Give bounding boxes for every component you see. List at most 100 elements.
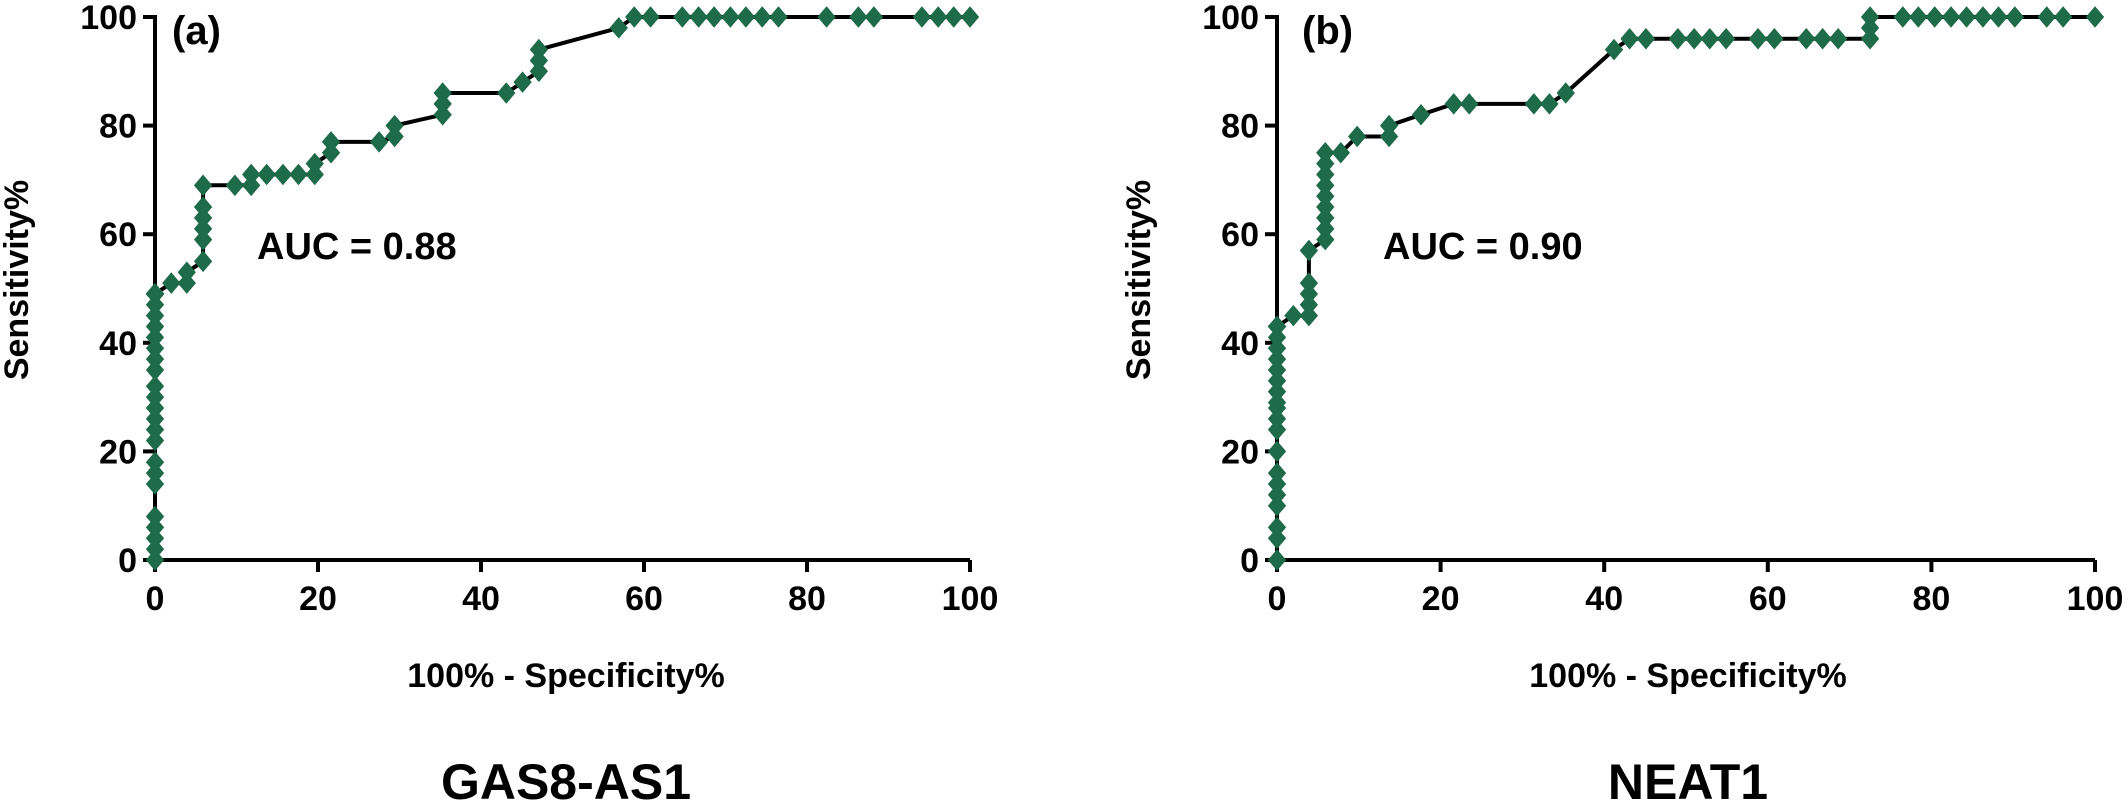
data-point-marker xyxy=(1716,27,1736,50)
data-point-marker xyxy=(1267,380,1287,403)
data-point-marker xyxy=(1668,27,1687,50)
data-point-marker xyxy=(1267,315,1287,338)
data-point-marker xyxy=(1299,239,1319,262)
data-point-marker xyxy=(704,6,724,28)
data-point-marker xyxy=(145,462,165,484)
data-point-marker xyxy=(1299,294,1319,316)
data-point-marker xyxy=(145,294,165,316)
data-point-marker xyxy=(369,131,389,153)
data-point-marker xyxy=(1267,326,1287,349)
data-point-marker xyxy=(1267,484,1287,506)
data-point-marker xyxy=(817,6,836,28)
data-point-marker xyxy=(2005,6,2024,28)
data-point-marker xyxy=(1348,125,1367,148)
data-point-marker xyxy=(1957,6,1976,28)
data-point-marker xyxy=(145,451,165,474)
data-point-marker xyxy=(193,217,213,240)
data-point-marker xyxy=(1604,38,1624,61)
data-point-marker xyxy=(689,6,708,28)
x-tick-label: 40 xyxy=(462,580,500,618)
data-point-marker xyxy=(1925,6,1944,28)
data-point-marker xyxy=(1267,462,1287,484)
y-axis-title: Sensitivity% xyxy=(0,180,36,380)
data-point-marker xyxy=(1316,185,1335,207)
data-point-marker xyxy=(849,6,868,28)
data-point-marker xyxy=(305,163,324,186)
y-tick-label: 0 xyxy=(118,542,137,580)
data-point-marker xyxy=(1316,174,1335,197)
data-point-marker xyxy=(1316,207,1335,229)
data-point-marker xyxy=(1316,196,1335,218)
y-tick-label: 20 xyxy=(1221,433,1259,471)
data-point-marker xyxy=(529,49,549,72)
data-point-marker xyxy=(1524,93,1544,115)
y-axis-title: Sensitivity% xyxy=(1120,180,1158,380)
data-point-marker xyxy=(1316,217,1335,240)
x-tick-label: 20 xyxy=(1422,580,1460,618)
data-point-marker xyxy=(929,6,948,28)
data-point-marker xyxy=(257,163,276,186)
data-point-marker xyxy=(1909,6,1928,28)
data-point-marker xyxy=(1267,408,1287,430)
data-point-marker xyxy=(721,6,740,28)
data-point-marker xyxy=(1620,27,1639,50)
data-point-marker xyxy=(433,103,452,126)
data-point-marker xyxy=(1267,494,1287,517)
data-point-marker xyxy=(497,82,516,104)
x-tick-label: 80 xyxy=(1912,580,1950,618)
data-point-marker xyxy=(2053,6,2073,28)
auc-annotation: AUC = 0.90 xyxy=(1383,226,1583,268)
data-point-marker xyxy=(1267,516,1287,539)
data-point-marker xyxy=(145,304,165,327)
data-point-marker xyxy=(1748,27,1768,50)
x-axis-title: 100% - Specificity% xyxy=(407,657,724,695)
data-point-marker xyxy=(736,6,756,28)
data-point-marker xyxy=(145,375,165,398)
data-point-marker xyxy=(1316,228,1335,251)
y-tick-label: 20 xyxy=(99,433,137,471)
data-point-marker xyxy=(385,125,404,148)
data-point-marker xyxy=(753,6,772,28)
y-tick-label: 60 xyxy=(1221,216,1259,254)
data-point-marker xyxy=(1797,27,1816,50)
data-point-marker xyxy=(225,174,245,197)
data-point-marker xyxy=(242,174,261,197)
data-point-marker xyxy=(145,538,165,560)
data-point-marker xyxy=(321,141,341,164)
x-axis-title: 100% - Specificity% xyxy=(1529,657,1846,695)
data-point-marker xyxy=(1444,93,1463,115)
data-point-marker xyxy=(145,549,165,571)
data-point-marker xyxy=(177,272,196,294)
y-tick-label: 40 xyxy=(99,325,137,363)
data-point-marker xyxy=(1460,93,1479,115)
data-point-marker xyxy=(1267,527,1287,550)
data-point-marker xyxy=(1267,370,1287,392)
data-point-marker xyxy=(145,337,165,360)
data-point-marker xyxy=(960,6,980,28)
data-point-marker xyxy=(1765,27,1784,50)
x-tick-label: 20 xyxy=(299,580,337,618)
data-point-marker xyxy=(162,272,181,294)
data-point-marker xyxy=(1860,6,1880,28)
data-point-marker xyxy=(193,174,213,197)
data-point-marker xyxy=(145,283,165,305)
x-tick-label: 0 xyxy=(1268,580,1287,618)
data-point-marker xyxy=(1685,27,1704,50)
data-point-marker xyxy=(193,250,213,273)
data-point-marker xyxy=(1860,27,1880,50)
data-point-marker xyxy=(242,163,261,186)
data-point-marker xyxy=(673,6,692,28)
data-point-marker xyxy=(433,93,452,115)
data-point-marker xyxy=(289,163,308,186)
data-point-marker xyxy=(145,326,165,349)
data-point-marker xyxy=(1700,27,1719,50)
x-tick-label: 60 xyxy=(1749,580,1787,618)
data-point-marker xyxy=(305,152,324,175)
data-point-marker xyxy=(769,6,788,28)
data-point-marker xyxy=(193,207,213,229)
data-point-marker xyxy=(145,429,165,452)
data-point-marker xyxy=(1299,272,1319,294)
x-tick-label: 100 xyxy=(942,580,999,618)
data-point-marker xyxy=(529,60,549,83)
